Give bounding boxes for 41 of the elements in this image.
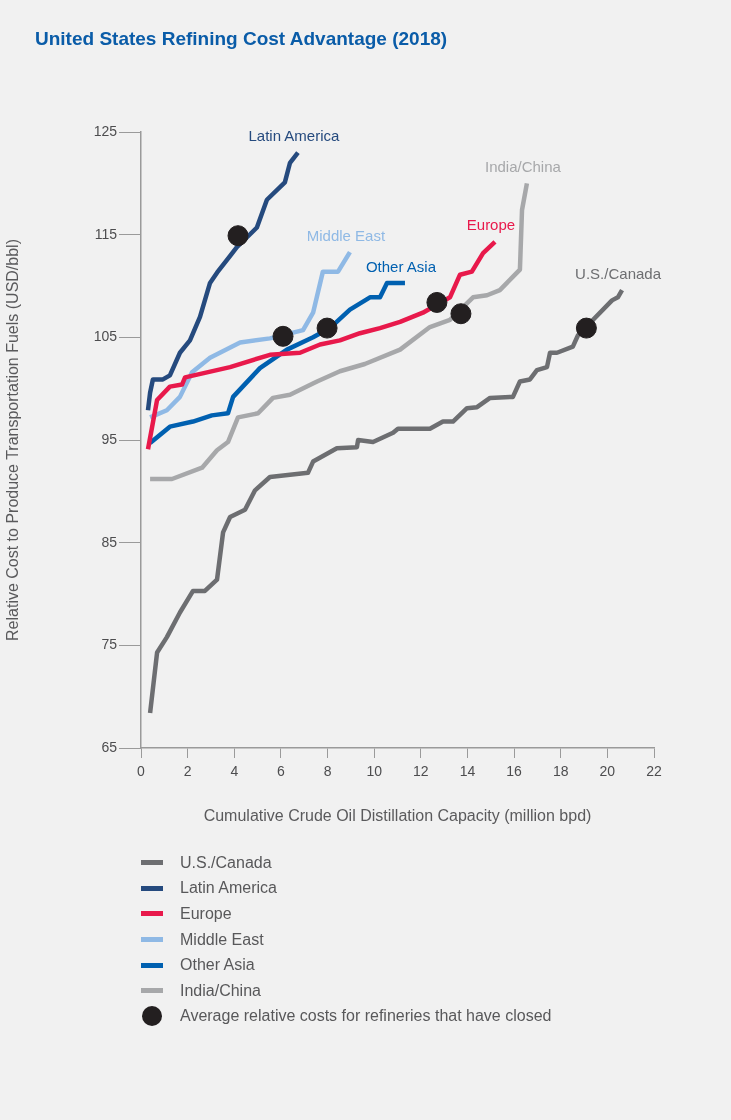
point [426,291,448,313]
x-axis-title: Cumulative Crude Oil Distillation Capacity (million bpd) [203,806,592,824]
x-tick-label: 8 [323,763,332,780]
legend-label: U.S./Canada [180,853,272,872]
x-tick-label: 12 [413,763,429,780]
y-tick-label: 65 [101,738,118,755]
legend-label: Europe [180,904,232,923]
x-tick-label: 10 [366,763,383,780]
point [450,303,472,325]
text: Other Asia [365,257,436,275]
x-tick-label: 20 [599,763,616,780]
x-tick-label: 22 [646,763,662,780]
y-tick-label: 85 [101,533,118,550]
y-tick-label: 125 [93,122,118,139]
x-tick-label: 0 [137,763,146,780]
x-tick-label: 16 [506,763,523,780]
y-axis-title: Relative Cost to Produce Transportation Fuels (USD/bbl) [4,239,22,641]
text: India/China [484,157,561,175]
text: Europe [466,216,516,234]
legend-label: Other Asia [180,956,255,975]
x-tick-label: 14 [459,763,476,780]
x-tick-label: 6 [277,763,286,780]
text: U.S./Canada [575,264,661,282]
x-tick-label: 4 [230,763,239,780]
legend-label: Latin America [180,879,277,898]
text: Latin America [248,127,340,145]
point [575,317,597,339]
legend-label: Middle East [180,930,264,949]
legend-label: India/China [180,981,261,1000]
point [227,225,249,247]
point [316,317,338,339]
text: Middle East [306,226,386,244]
point [272,325,294,347]
x-tick-label: 2 [183,763,192,780]
y-tick-label: 95 [101,430,118,447]
y-tick-label: 115 [94,225,118,242]
y-tick-label: 75 [101,636,118,653]
y-tick-label: 105 [93,328,118,345]
x-tick-label: 18 [552,763,569,780]
legend-label: Average relative costs for refineries that have closed [180,1007,552,1026]
chart-title: United States Refining Cost Advantage (2018) [35,28,448,50]
